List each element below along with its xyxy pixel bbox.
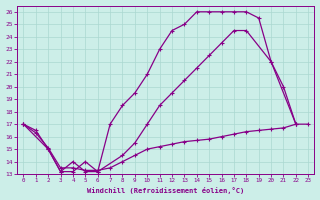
X-axis label: Windchill (Refroidissement éolien,°C): Windchill (Refroidissement éolien,°C) xyxy=(87,187,244,194)
